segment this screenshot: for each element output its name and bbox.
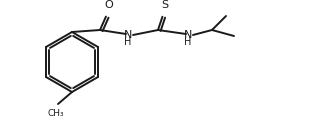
Text: N: N (124, 30, 132, 40)
Text: N: N (184, 30, 192, 40)
Text: H: H (124, 37, 132, 47)
Text: S: S (161, 0, 168, 10)
Text: H: H (184, 37, 192, 47)
Text: CH₃: CH₃ (48, 109, 64, 118)
Text: O: O (105, 0, 113, 10)
